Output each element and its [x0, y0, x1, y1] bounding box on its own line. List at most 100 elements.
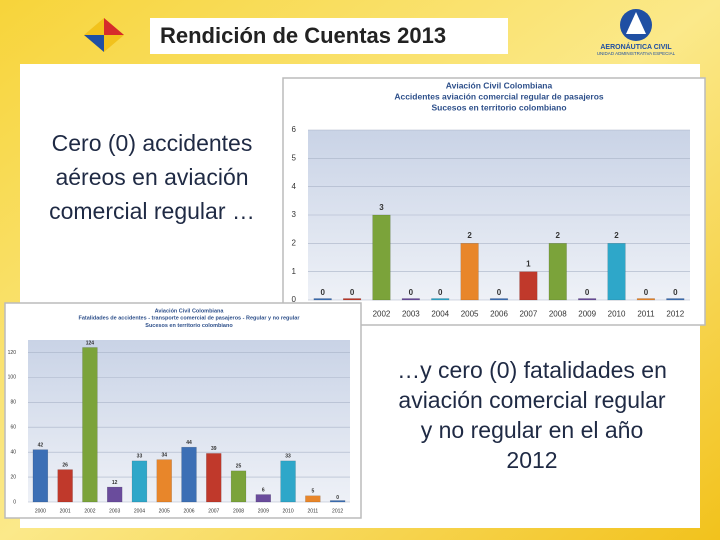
x-tick-label: 2012	[332, 508, 343, 514]
value-label: 2	[556, 231, 561, 240]
value-label: 3	[379, 203, 384, 212]
y-tick-label: 120	[8, 350, 17, 356]
x-tick-label: 2002	[84, 508, 95, 514]
bar	[181, 446, 197, 503]
y-tick-label: 3	[292, 210, 297, 219]
x-tick-label: 2010	[608, 310, 626, 319]
value-label: 0	[497, 288, 502, 297]
x-tick-label: 2008	[549, 310, 567, 319]
bar	[636, 298, 655, 301]
bar	[255, 494, 271, 503]
x-tick-label: 2008	[233, 508, 244, 514]
bar	[107, 486, 123, 503]
logo-sub: UNIDAD ADMINISTRATIVA ESPECIAL	[597, 51, 676, 56]
value-label: 44	[186, 440, 192, 446]
value-label: 0	[585, 288, 590, 297]
value-label: 39	[211, 446, 217, 452]
value-label: 0	[320, 288, 325, 297]
flag-logo	[84, 18, 124, 52]
y-tick-label: 40	[10, 449, 16, 455]
bar	[343, 298, 362, 301]
x-tick-label: 2007	[519, 310, 537, 319]
x-tick-label: 2006	[490, 310, 508, 319]
bar	[607, 243, 626, 301]
bar	[156, 459, 172, 503]
y-tick-label: 5	[292, 153, 297, 162]
bar	[431, 298, 450, 301]
chart-title: Fatalidades de accidentes - transporte c…	[79, 316, 301, 322]
bar	[82, 347, 98, 503]
x-tick-label: 2002	[373, 310, 391, 319]
text-right: …y cero (0) fatalidades en aviación comer…	[397, 357, 667, 473]
value-label: 33	[285, 454, 291, 460]
value-label: 26	[62, 462, 68, 468]
y-tick-label: 60	[10, 425, 16, 431]
y-tick-label: 0	[292, 295, 297, 304]
x-tick-label: 2005	[461, 310, 479, 319]
value-label: 33	[137, 454, 143, 460]
value-label: 6	[262, 487, 265, 493]
value-label: 0	[644, 288, 649, 297]
bar	[313, 298, 332, 301]
chart-title: Aviación Civil Colombiana	[446, 80, 553, 90]
x-tick-label: 2011	[307, 508, 318, 514]
value-label: 0	[673, 288, 678, 297]
chart-title: Sucesos en territorio colombiano	[431, 102, 566, 112]
value-label: 1	[526, 260, 531, 269]
bar	[578, 298, 597, 301]
bar	[329, 500, 346, 503]
bar	[519, 271, 538, 301]
value-label: 5	[311, 489, 314, 495]
x-tick-label: 2004	[431, 310, 449, 319]
bar	[489, 298, 509, 301]
value-label: 0	[438, 288, 443, 297]
y-tick-label: 80	[10, 400, 16, 406]
bar	[305, 495, 321, 503]
bar	[548, 243, 567, 301]
logo-mark	[626, 12, 646, 34]
x-tick-label: 2011	[637, 310, 655, 319]
value-label: 0	[350, 288, 355, 297]
bar	[230, 470, 247, 503]
value-label: 42	[38, 442, 44, 448]
text-left: Cero (0) accidentes aéreos en aviación com…	[49, 130, 255, 224]
bar	[32, 449, 49, 503]
bar	[206, 453, 222, 503]
y-tick-label: 0	[13, 499, 16, 505]
value-label: 34	[161, 452, 167, 458]
y-tick-label: 6	[292, 125, 297, 134]
header-box	[150, 18, 508, 54]
x-tick-label: 2001	[60, 508, 71, 514]
chart-fatalities: Aviación Civil Colombiana Fatalidades de …	[4, 302, 362, 519]
x-tick-label: 2003	[402, 310, 420, 319]
bar	[372, 214, 391, 301]
x-tick-label: 2004	[134, 508, 145, 514]
bar	[460, 243, 479, 301]
chart-title: Sucesos en territorio colombiano	[145, 323, 233, 329]
bar	[401, 298, 420, 301]
chart-title: Aviación Civil Colombiana	[155, 308, 225, 314]
value-label: 2	[614, 231, 619, 240]
value-label: 25	[236, 464, 242, 470]
x-tick-label: 2006	[183, 508, 194, 514]
chart-title: Accidentes aviación comercial regular de…	[394, 91, 604, 101]
x-tick-label: 2012	[666, 310, 684, 319]
x-tick-label: 2009	[578, 310, 596, 319]
value-label: 124	[86, 340, 95, 346]
x-tick-label: 2007	[208, 508, 219, 514]
x-tick-label: 2003	[109, 508, 120, 514]
x-tick-label: 2005	[159, 508, 170, 514]
bar	[666, 298, 685, 301]
logo-name: AERONÁUTICA CIVIL	[600, 42, 672, 51]
value-label: 0	[336, 495, 339, 501]
y-tick-label: 4	[292, 182, 297, 191]
y-tick-label: 2	[292, 238, 297, 247]
y-tick-label: 1	[292, 267, 297, 276]
bar	[57, 469, 73, 503]
bar	[280, 460, 296, 503]
x-tick-label: 2010	[283, 508, 294, 514]
value-label: 12	[112, 480, 118, 486]
x-tick-label: 2000	[35, 508, 46, 514]
